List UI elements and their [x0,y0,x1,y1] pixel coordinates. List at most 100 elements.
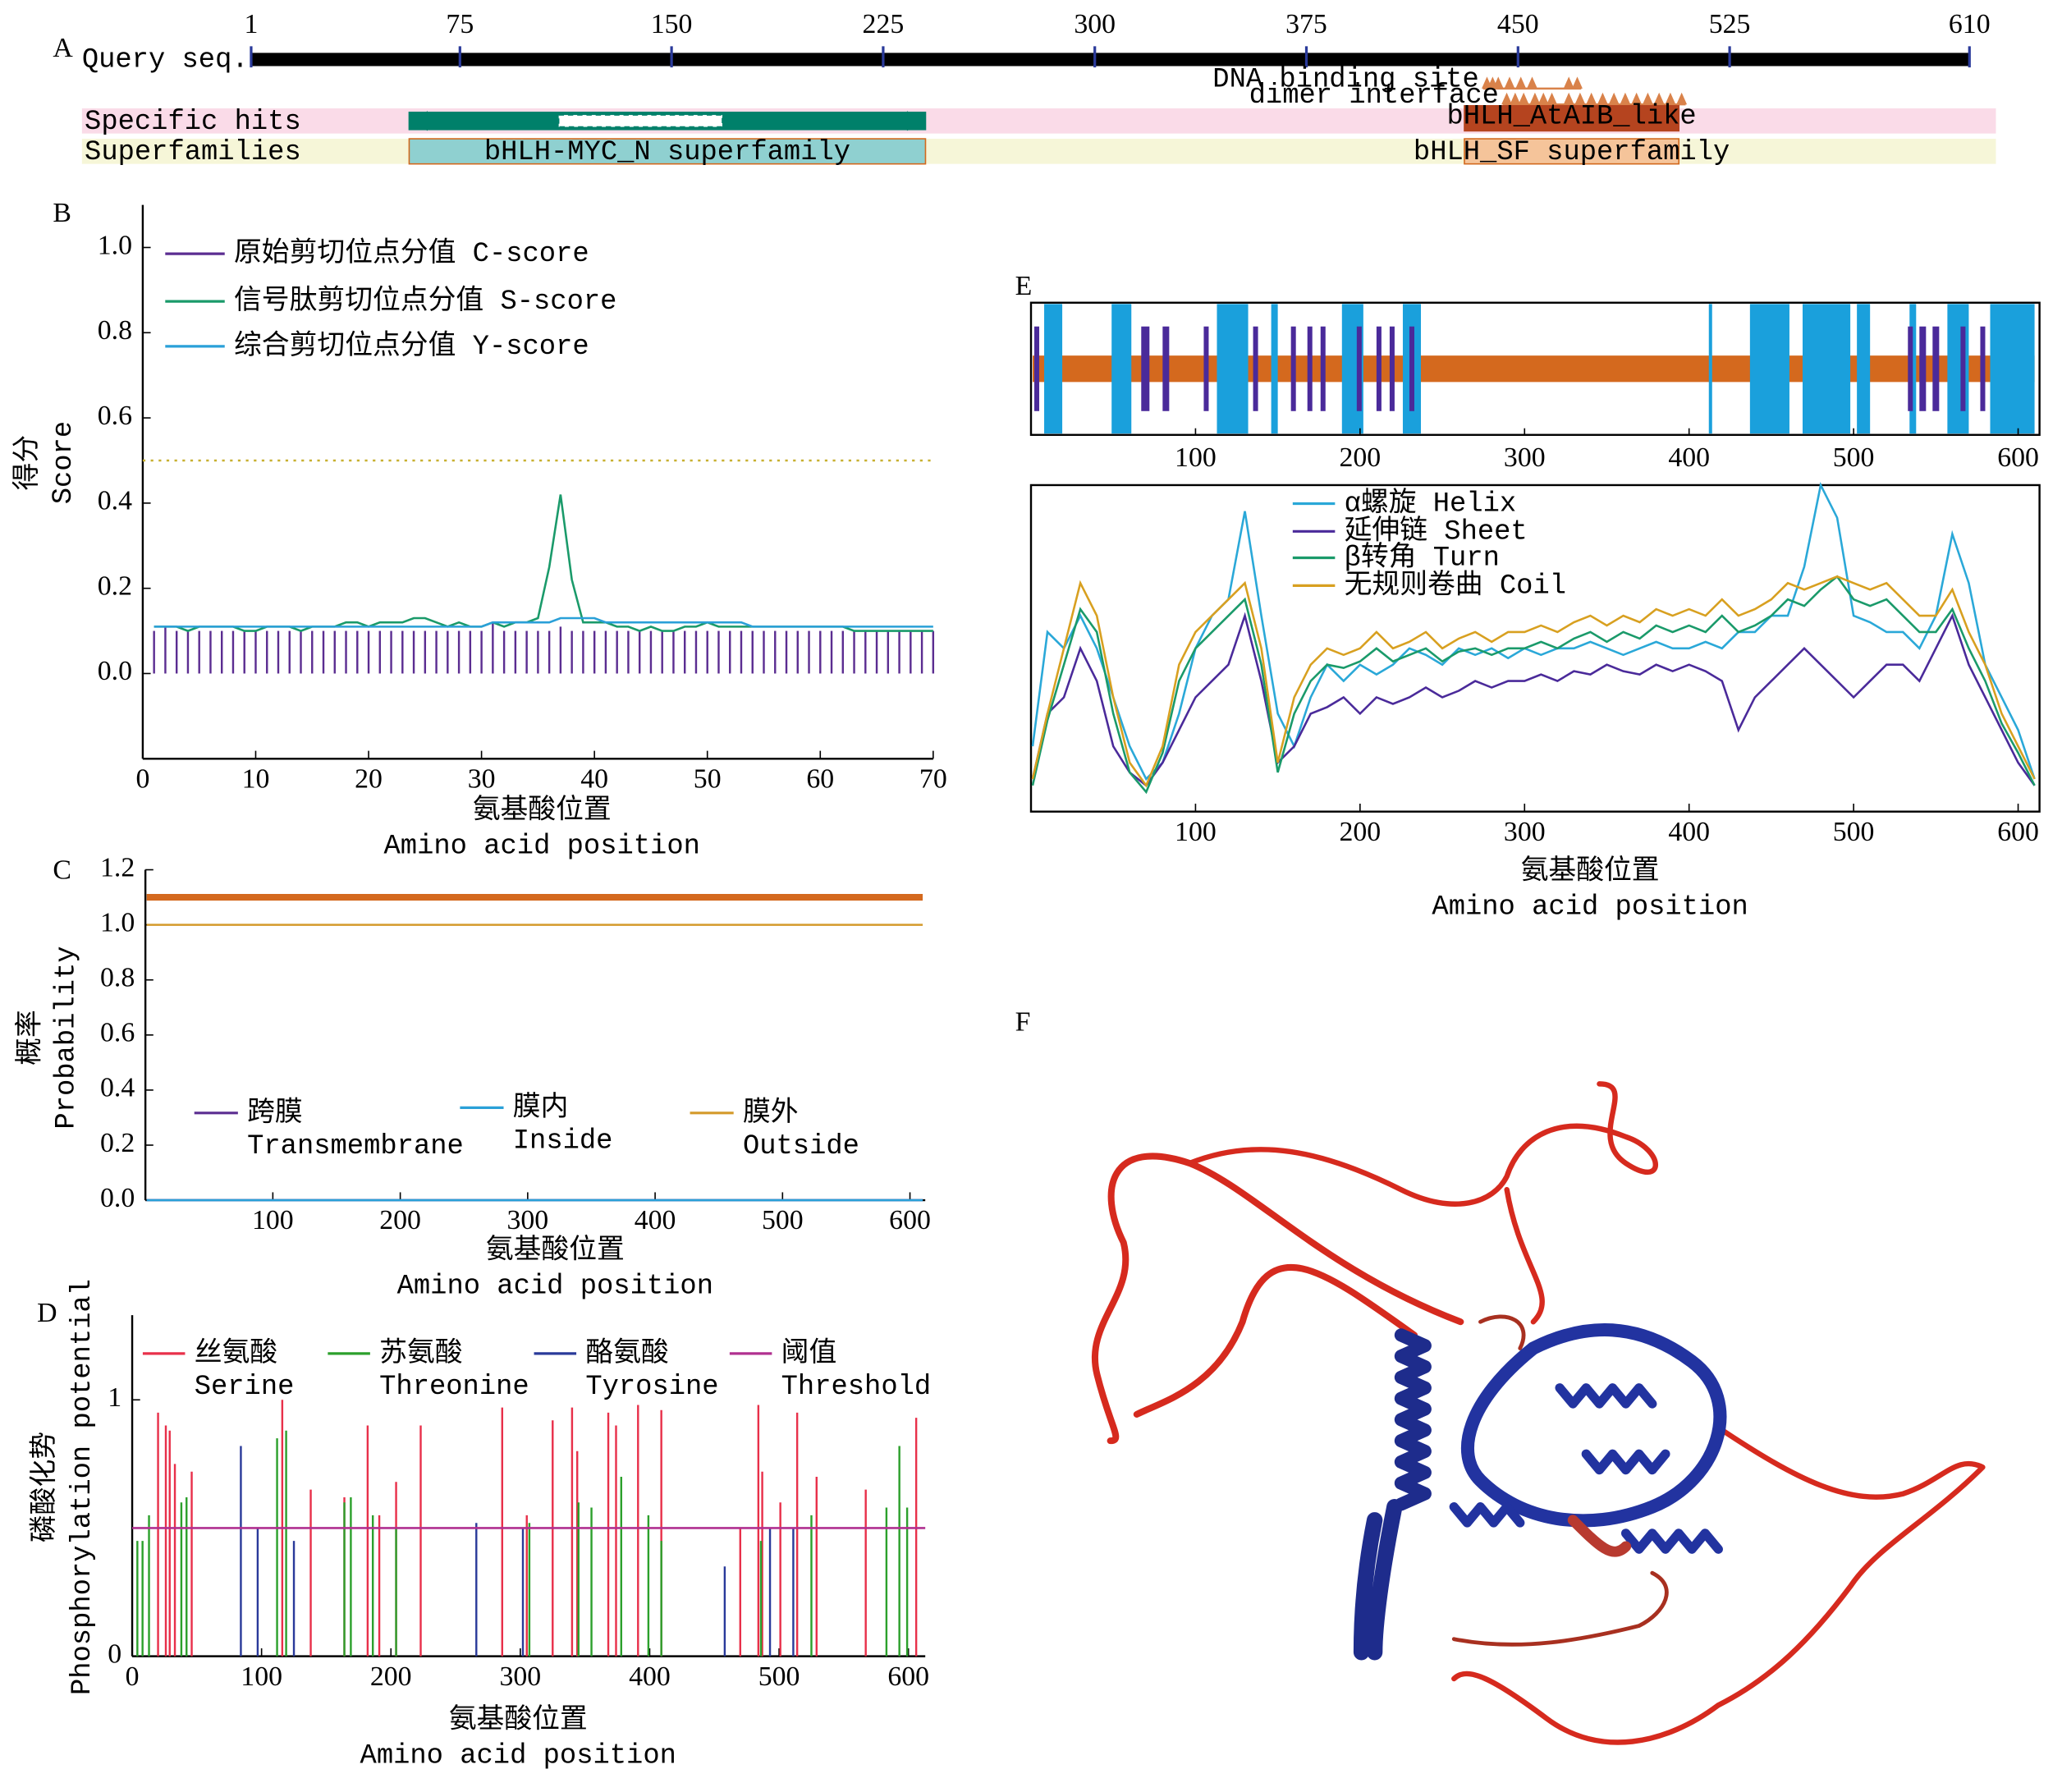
y-tick-label: 1 [108,1382,121,1413]
y-tick-label: 0.0 [100,1183,135,1213]
title: Query seq. [82,44,249,76]
legend-label: 原始剪切位点分值 C-score [234,236,589,270]
legend-label: 跨膜 [247,1096,303,1130]
x-tick-label: 600 [889,1205,931,1235]
strand [1320,326,1326,411]
protein-structure [1091,1081,1986,1745]
strand [1356,326,1362,411]
strand [1389,326,1395,411]
site-marker [1563,92,1574,105]
legend-label: Transmembrane [247,1131,464,1162]
coil-band [1033,355,2035,383]
x-tick-label: 375 [1285,9,1327,39]
helix [1111,304,1132,434]
strand [1980,326,1986,411]
legend-label: 延伸链 Sheet [1345,514,1528,548]
legend-label: 膜外 [743,1096,799,1130]
x-tick-label: 225 [863,9,905,39]
helix [1044,304,1063,434]
x-axis-label: 氨基酸位置 [473,793,612,824]
y-tick-label: 0.2 [100,1128,135,1158]
legend-label: 膜内 [513,1090,569,1124]
hit-gap [557,114,723,128]
strand [1290,326,1296,411]
panel-label: E [1015,271,1033,301]
panel-label: C [53,855,71,886]
x-tick-label: 300 [500,1661,542,1692]
strand [1932,326,1940,411]
coil [1567,1515,1632,1557]
hit-arrow [409,111,428,131]
site-marker [1608,92,1620,105]
hit-bar [408,138,927,165]
y-tick-label: 1.0 [100,907,135,937]
panel-label: D [37,1298,57,1328]
legend-label: 无规则卷曲 Coil [1345,568,1566,602]
site-marker [1586,92,1597,105]
strand [1376,326,1382,411]
x-tick-label: 1 [245,9,259,39]
x-axis-label: 氨基酸位置 [1521,855,1660,886]
site-marker [1537,92,1549,105]
legend-label: Inside [513,1126,613,1157]
hit-arrow [906,111,926,131]
legend-label: β转角 Turn [1345,540,1500,574]
y-axis-label: 得分 [11,435,42,491]
legend-label: 阈值 [781,1336,837,1370]
domain [1460,1322,1727,1528]
y-tick-label: 0.6 [98,401,132,431]
series-line [1031,575,2036,795]
y-tick-label: 0.8 [98,315,132,346]
legend-label: Threshold [781,1372,932,1403]
strand [1908,326,1913,411]
x-tick-label: 200 [370,1661,412,1692]
legend-label: 综合剪切位点分值 Y-score [234,329,589,363]
x-tick-label: 600 [1997,817,2039,847]
x-tick-label: 60 [806,763,834,794]
legend-label: Tyrosine [585,1372,718,1403]
series-line [1031,482,2036,781]
x-tick-label: 200 [379,1205,421,1235]
site-label: DNA binding site [1212,65,1479,96]
x-tick-label: 75 [446,9,474,39]
legend-label: 苏氨酸 [379,1336,462,1370]
site-marker [1504,76,1515,89]
y-axis-label: 磷酸化势 [28,1432,59,1542]
x-tick-label: 100 [241,1661,282,1692]
x-tick-label: 50 [694,763,722,794]
strand [1353,1499,1403,1661]
x-axis-label: Amino acid position [384,831,700,862]
hit-label: bHLH-MYC_N superfamily [484,137,850,168]
y-tick-label: 0.6 [100,1018,135,1048]
y-tick-label: 0 [108,1638,121,1669]
x-tick-label: 0 [135,763,149,794]
legend-label: 酪氨酸 [585,1336,668,1370]
strand [1409,326,1414,411]
coil [1187,1081,1658,1207]
x-axis-label: 氨基酸位置 [486,1234,625,1265]
y-tick-label: 0.4 [100,1073,135,1103]
x-tick-label: 400 [629,1661,671,1692]
x-tick-label: 150 [651,9,693,39]
strand [1141,326,1150,411]
legend-label: α螺旋 Helix [1345,486,1517,520]
y-axis-label: Phosphorylation potential [67,1279,99,1695]
x-axis-label: Amino acid position [360,1740,676,1771]
helix [1802,304,1851,434]
panel-label: A [53,33,73,63]
x-tick-label: 600 [1997,442,2039,473]
coil [1451,1314,1669,1647]
y-axis-label: Probability [51,946,82,1129]
x-tick-label: 600 [887,1661,929,1692]
helix [1449,1383,1723,1554]
series-line [1031,612,2036,787]
x-tick-label: 200 [1340,817,1382,847]
panel-label: F [1015,1007,1031,1038]
x-tick-label: 10 [242,763,270,794]
series-line [154,494,933,632]
x-tick-label: 40 [580,763,608,794]
legend-label: Serine [195,1372,295,1403]
strand [1919,326,1927,411]
